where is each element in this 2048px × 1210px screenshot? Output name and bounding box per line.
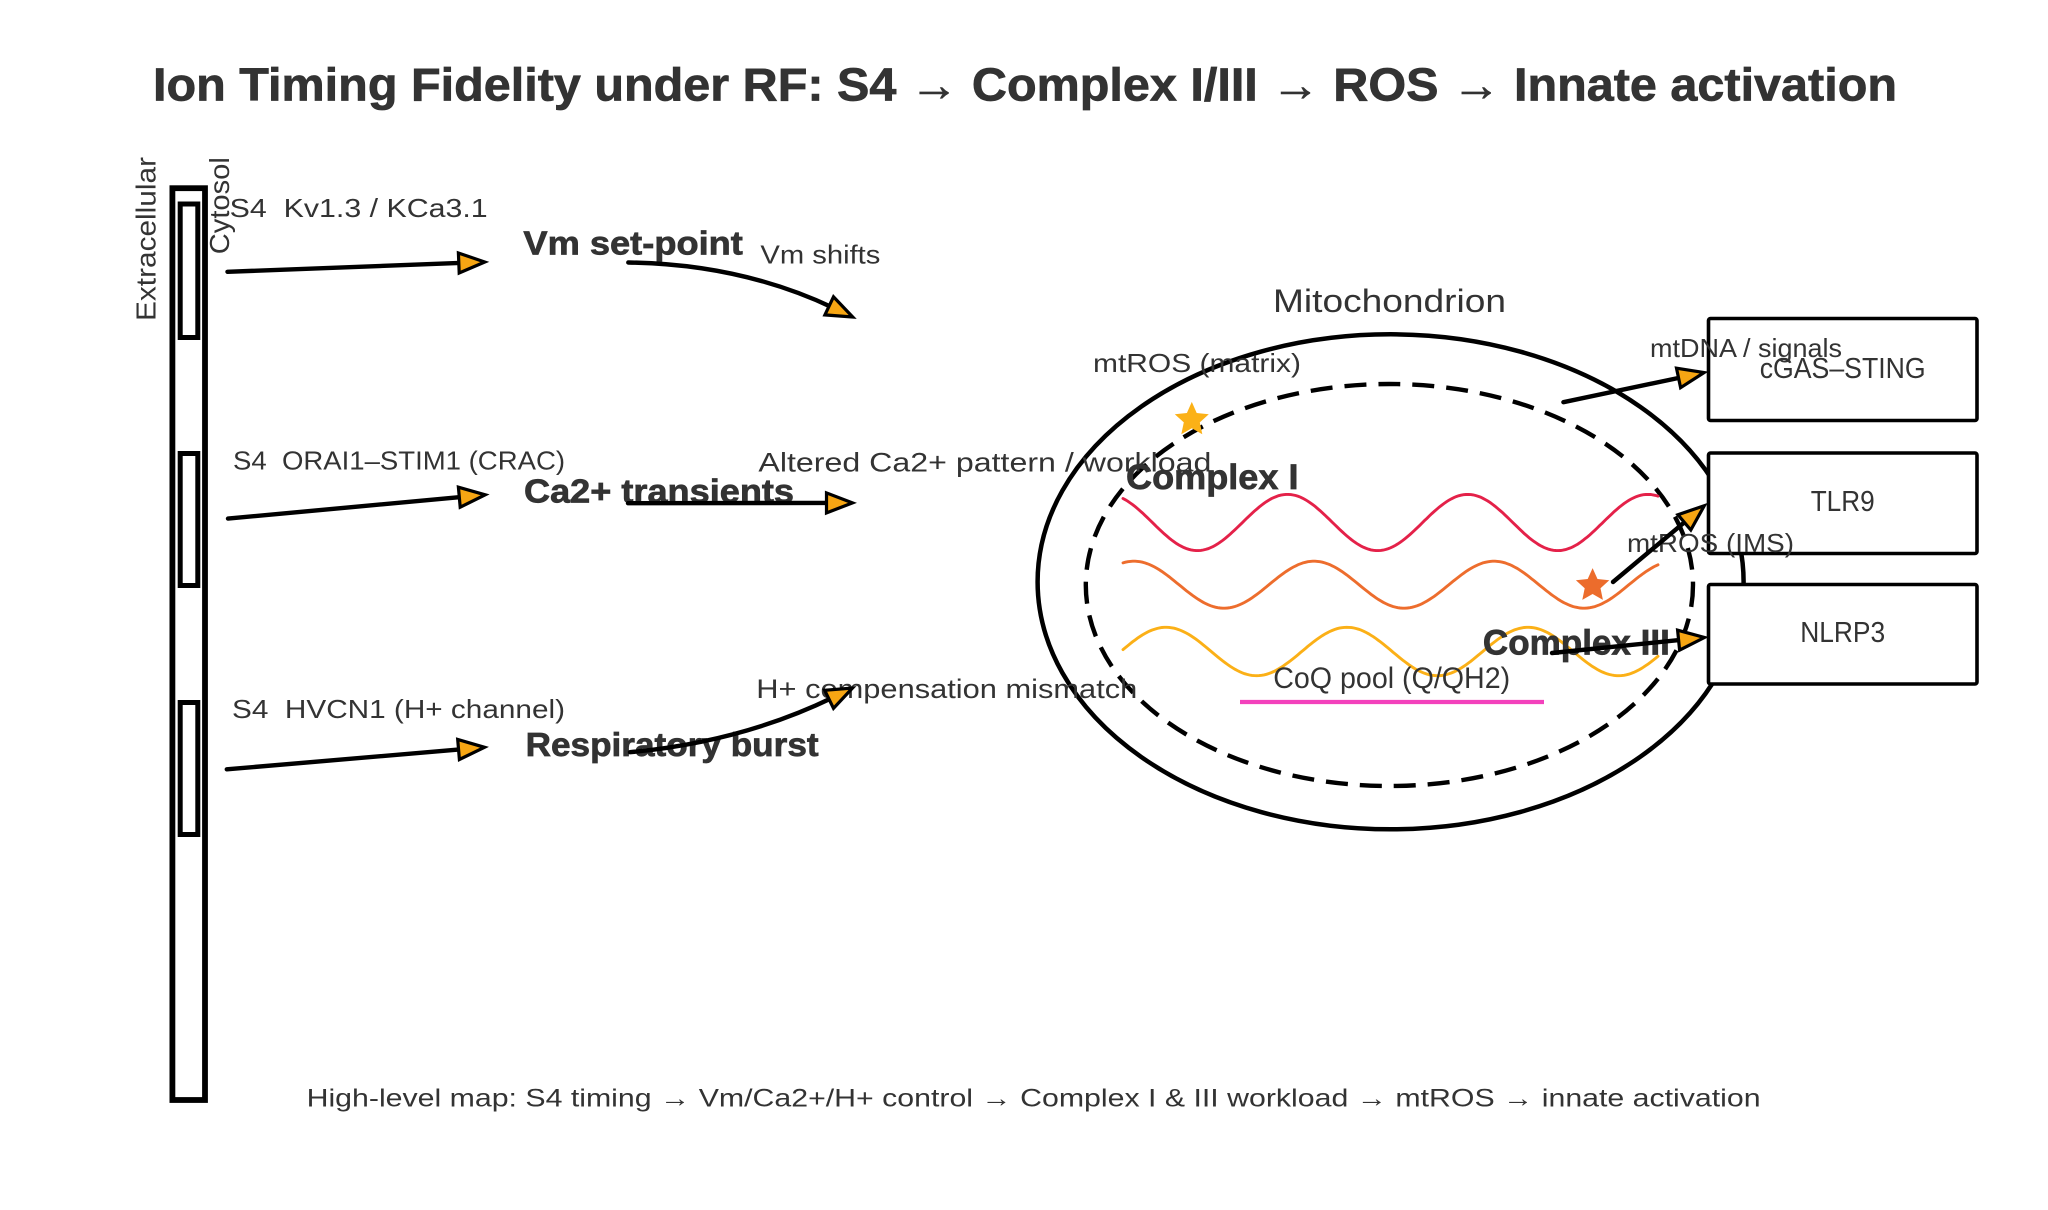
svg-text:Extracellular: Extracellular [131, 157, 162, 321]
svg-text:S4 HVCN1 (H+ channel): S4 HVCN1 (H+ channel) [232, 694, 565, 724]
svg-text:Complex I: Complex I [1126, 458, 1299, 497]
svg-text:Respiratory burst: Respiratory burst [526, 726, 819, 763]
svg-text:Vm set-point: Vm set-point [523, 225, 743, 262]
svg-text:mtROS (matrix): mtROS (matrix) [1093, 348, 1301, 378]
svg-text:Vm shifts: Vm shifts [760, 240, 880, 270]
svg-text:S4 ORAI1–STIM1 (CRAC): S4 ORAI1–STIM1 (CRAC) [233, 446, 565, 476]
svg-text:Cytosol: Cytosol [204, 157, 235, 254]
svg-text:CoQ pool (Q/QH2): CoQ pool (Q/QH2) [1273, 662, 1510, 695]
svg-text:mtROS (IMS): mtROS (IMS) [1627, 528, 1794, 558]
svg-text:TLR9: TLR9 [1811, 486, 1875, 518]
svg-text:S4 Kv1.3 / KCa3.1: S4 Kv1.3 / KCa3.1 [230, 193, 488, 223]
svg-text:cGAS–STING: cGAS–STING [1760, 353, 1926, 385]
svg-text:Ion Timing Fidelity under RF:: Ion Timing Fidelity under RF: S4 → Compl… [153, 59, 1897, 111]
svg-text:NLRP3: NLRP3 [1800, 617, 1885, 649]
svg-text:High-level map: S4 timing → Vm: High-level map: S4 timing → Vm/Ca2+/H+ c… [307, 1084, 1761, 1112]
svg-text:Mitochondrion: Mitochondrion [1273, 283, 1506, 319]
svg-text:H+ compensation mismatch: H+ compensation mismatch [756, 674, 1137, 704]
